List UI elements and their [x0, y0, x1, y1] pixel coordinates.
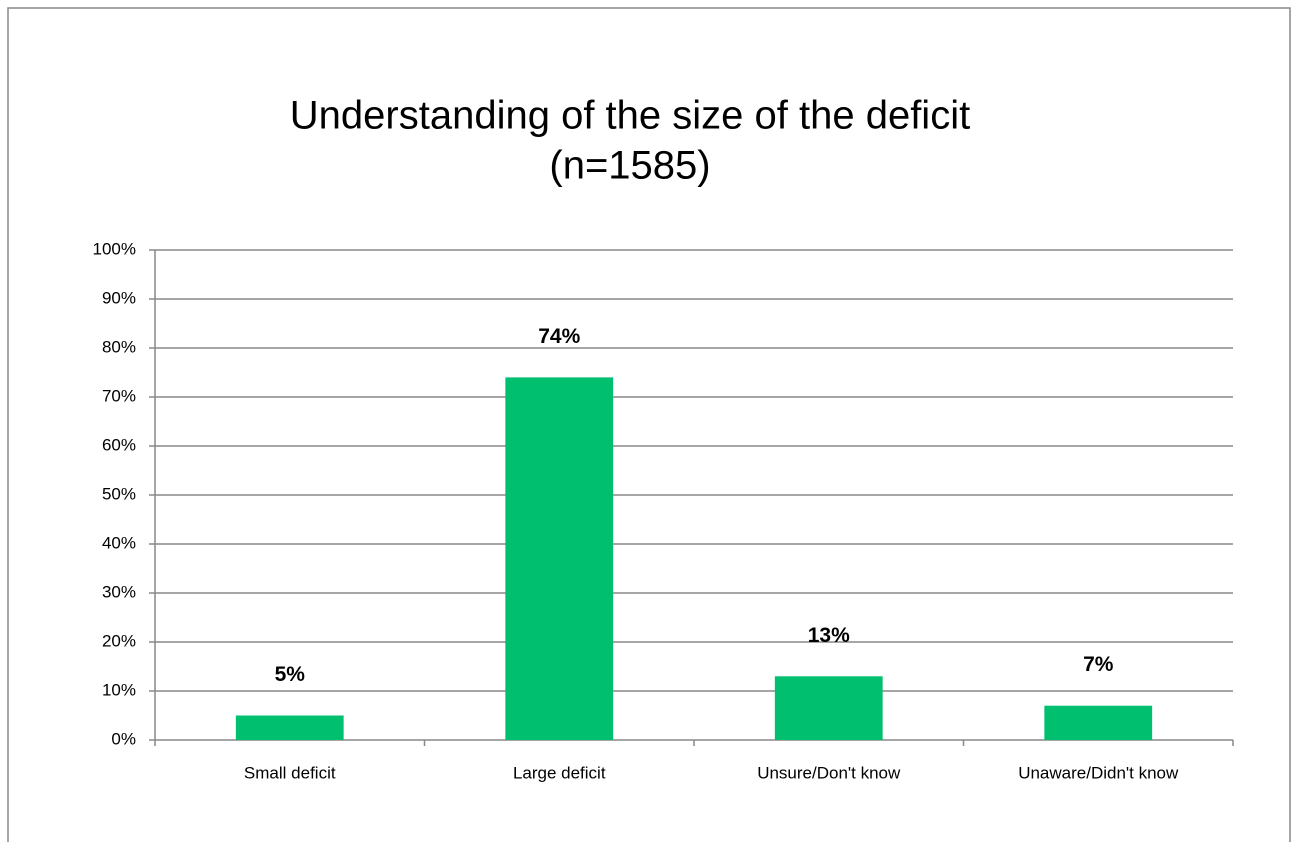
x-tick-label: Unaware/Didn't know: [1018, 763, 1179, 782]
data-label: 13%: [808, 624, 850, 647]
data-label: 5%: [275, 663, 306, 686]
x-tick-label: Unsure/Don't know: [757, 763, 901, 782]
y-tick-label: 70%: [102, 386, 136, 405]
x-tick-label: Large deficit: [513, 763, 606, 782]
chart-title: Understanding of the size of the deficit: [290, 94, 970, 138]
y-tick-label: 40%: [102, 533, 136, 552]
bar: [505, 377, 614, 740]
y-tick-label: 0%: [111, 729, 136, 748]
y-tick-label: 90%: [102, 288, 136, 307]
y-tick-label: 10%: [102, 680, 136, 699]
chart-frame: [7, 7, 1291, 842]
bar: [235, 715, 344, 740]
data-label: 74%: [538, 325, 580, 348]
y-tick-label: 30%: [102, 582, 136, 601]
y-tick-label: 50%: [102, 484, 136, 503]
y-tick-label: 20%: [102, 631, 136, 650]
y-tick-label: 100%: [93, 239, 136, 258]
bar: [1044, 705, 1153, 740]
y-tick-label: 60%: [102, 435, 136, 454]
bar: [774, 676, 883, 740]
chart-subtitle: (n=1585): [549, 144, 710, 188]
x-tick-label: Small deficit: [244, 763, 336, 782]
y-tick-label: 80%: [102, 337, 136, 356]
data-label: 7%: [1083, 653, 1114, 676]
